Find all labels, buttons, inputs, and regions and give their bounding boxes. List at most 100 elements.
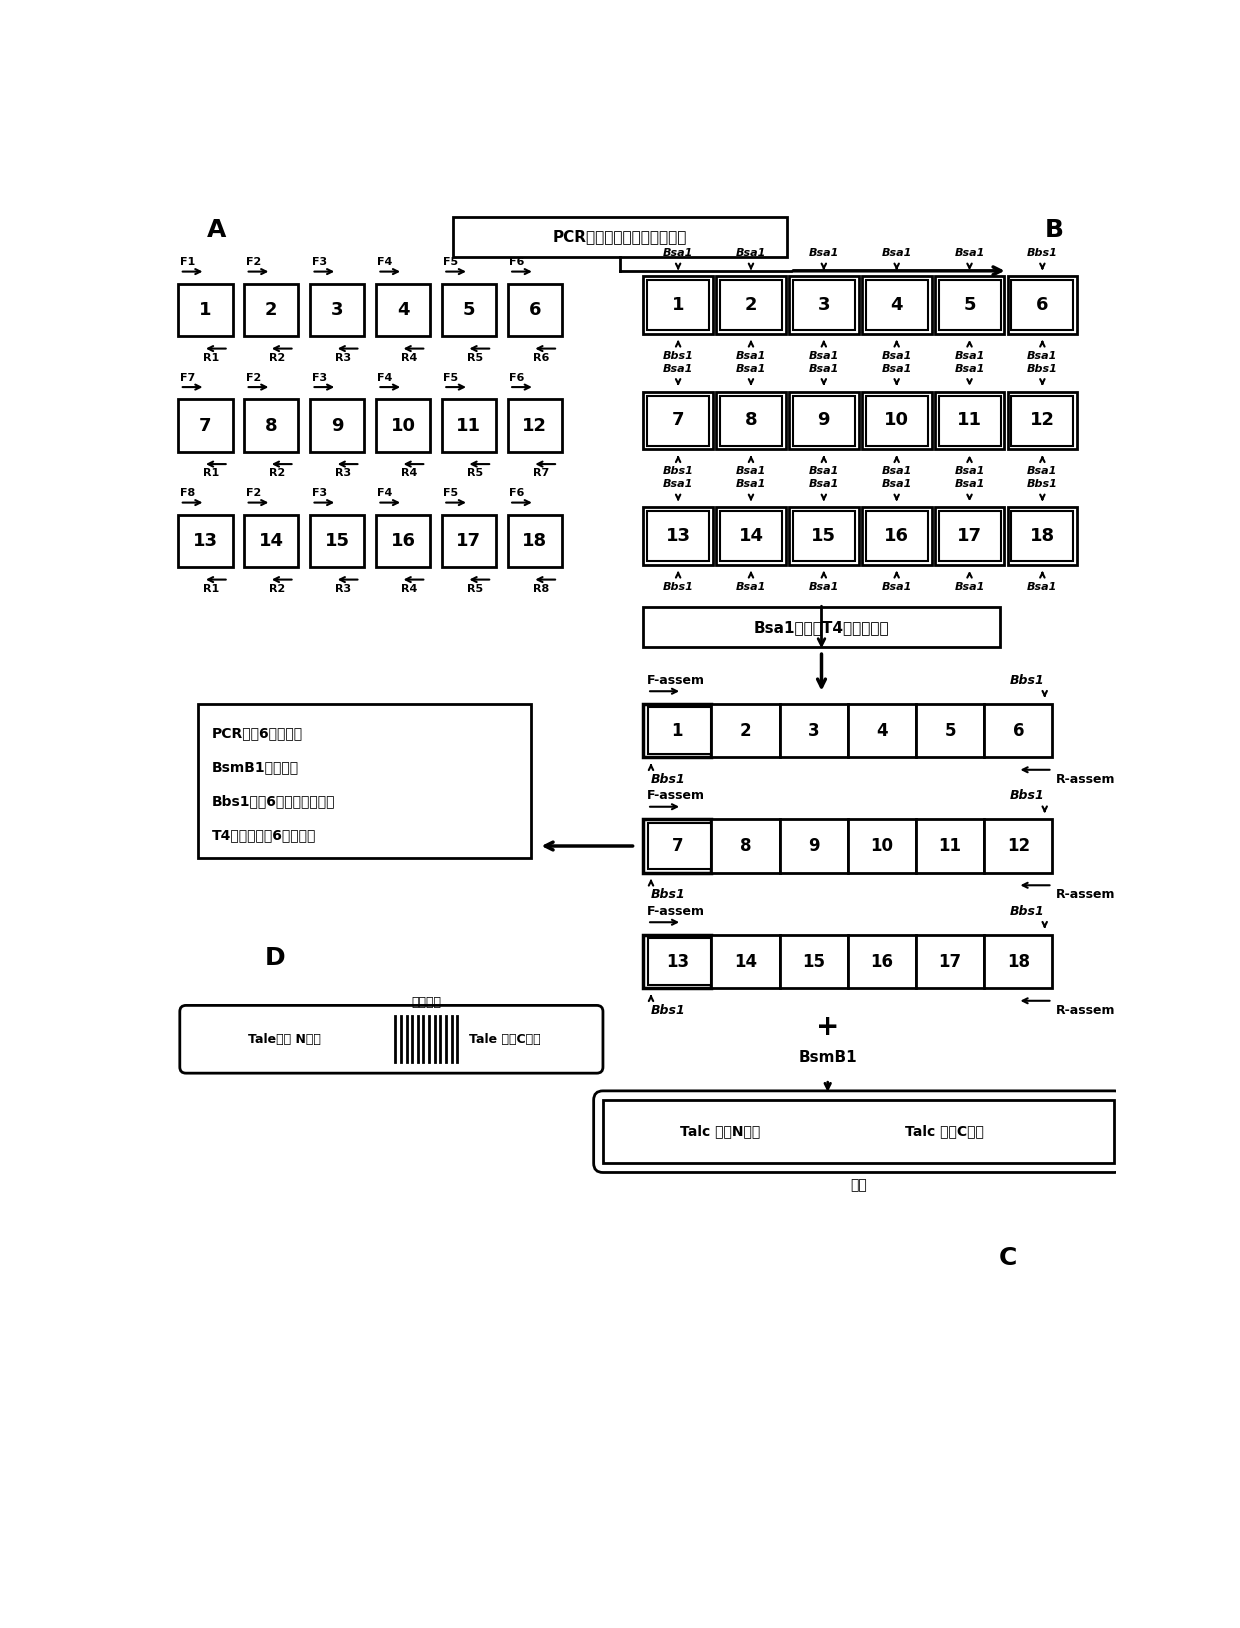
Text: F3: F3 (311, 257, 326, 267)
Text: R2: R2 (269, 584, 285, 594)
Text: 16: 16 (884, 527, 909, 545)
Text: 9: 9 (817, 412, 830, 430)
Text: R4: R4 (401, 353, 418, 363)
Bar (862, 392, 931, 449)
Text: 17: 17 (456, 532, 481, 550)
Text: 13: 13 (193, 532, 218, 550)
Bar (1012, 280, 1074, 330)
Bar (441, 283, 496, 337)
Bar (935, 508, 1004, 565)
Bar (647, 511, 709, 562)
Text: Bsa1: Bsa1 (882, 363, 911, 373)
Text: 7: 7 (200, 417, 212, 435)
Text: F4: F4 (377, 373, 393, 383)
Text: 11: 11 (939, 837, 962, 855)
Text: +: + (816, 1013, 839, 1040)
Bar (310, 514, 365, 567)
Text: Talc 框架N末端: Talc 框架N末端 (681, 1125, 760, 1138)
Text: 10: 10 (870, 837, 894, 855)
Bar (197, 703, 531, 858)
Text: 10: 10 (391, 417, 415, 435)
Bar (507, 514, 562, 567)
Bar (649, 938, 712, 985)
Text: 14: 14 (259, 532, 284, 550)
Bar (649, 822, 712, 869)
Text: F5: F5 (444, 257, 459, 267)
Bar (916, 934, 985, 988)
Text: Bsa1: Bsa1 (955, 466, 985, 475)
Text: Bsa1: Bsa1 (735, 466, 766, 475)
Bar (780, 819, 848, 873)
Text: 13: 13 (666, 952, 689, 970)
Bar (507, 399, 562, 451)
Text: Bbs1: Bbs1 (662, 581, 693, 591)
Bar (712, 934, 780, 988)
Text: R5: R5 (467, 584, 484, 594)
Bar (848, 819, 916, 873)
Bar (1012, 396, 1074, 446)
Text: R7: R7 (533, 469, 549, 479)
Text: F4: F4 (377, 488, 393, 498)
Bar (717, 277, 786, 334)
Text: Bsa1: Bsa1 (955, 479, 985, 488)
Text: 多肽序列: 多肽序列 (412, 996, 441, 1009)
Text: Bsa1: Bsa1 (882, 466, 911, 475)
Bar (649, 708, 712, 754)
Bar (792, 511, 854, 562)
Text: Bbs1: Bbs1 (1009, 905, 1044, 918)
Text: Bbs1: Bbs1 (651, 773, 686, 786)
Text: 6: 6 (1037, 296, 1049, 314)
Text: F5: F5 (444, 373, 459, 383)
Text: R8: R8 (533, 584, 549, 594)
Bar (866, 511, 928, 562)
Text: Bsa1: Bsa1 (808, 350, 839, 360)
Text: Bsa1: Bsa1 (1027, 466, 1058, 475)
Text: 17: 17 (939, 952, 962, 970)
Text: R-assem: R-assem (1056, 887, 1116, 900)
Text: Bbs1: Bbs1 (1027, 479, 1058, 488)
Text: BsmB1: BsmB1 (799, 1050, 857, 1065)
Text: C: C (998, 1245, 1017, 1270)
Text: Bsa1: Bsa1 (735, 363, 766, 373)
Text: 2: 2 (265, 301, 278, 319)
Text: Bsa1: Bsa1 (735, 479, 766, 488)
Text: 3: 3 (817, 296, 830, 314)
Text: Bsa1: Bsa1 (735, 581, 766, 591)
Text: 6: 6 (1013, 721, 1024, 739)
Bar (985, 819, 1053, 873)
Text: Bsa1: Bsa1 (735, 247, 766, 259)
Text: 11: 11 (957, 412, 982, 430)
Bar (720, 511, 782, 562)
Bar (720, 396, 782, 446)
Text: F-assem: F-assem (647, 790, 706, 803)
Text: R2: R2 (269, 353, 285, 363)
Text: Tale框架 N末端: Tale框架 N末端 (248, 1032, 321, 1045)
Bar (179, 283, 233, 337)
Text: A: A (207, 218, 227, 243)
Bar (717, 508, 786, 565)
Bar (310, 283, 365, 337)
Text: 1: 1 (200, 301, 212, 319)
Text: 2: 2 (745, 296, 758, 314)
Bar (985, 703, 1053, 757)
Bar (186, 1011, 596, 1066)
Text: B: B (1044, 218, 1064, 243)
Text: F2: F2 (246, 257, 260, 267)
Text: F5: F5 (444, 488, 459, 498)
Bar (862, 508, 931, 565)
Text: R2: R2 (269, 469, 285, 479)
Bar (644, 703, 712, 757)
Bar (644, 607, 999, 648)
Text: R5: R5 (467, 469, 484, 479)
Text: 颗粒: 颗粒 (851, 1177, 867, 1192)
Text: Bbs1: Bbs1 (662, 350, 693, 360)
Text: Bsa1: Bsa1 (663, 479, 693, 488)
Text: 18: 18 (1007, 952, 1030, 970)
Bar (441, 399, 496, 451)
Text: 8: 8 (265, 417, 278, 435)
Text: 3: 3 (331, 301, 343, 319)
Text: 7: 7 (672, 412, 684, 430)
FancyBboxPatch shape (594, 1091, 1123, 1172)
Text: 18: 18 (1029, 527, 1055, 545)
Text: R4: R4 (401, 584, 418, 594)
